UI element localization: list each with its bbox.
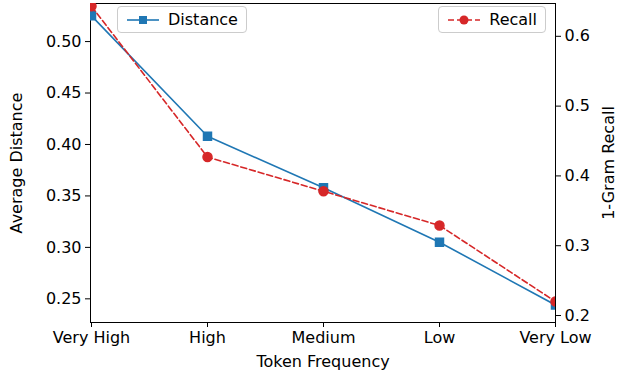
svg-text:0.50: 0.50 (46, 32, 82, 51)
svg-text:Very Low: Very Low (519, 328, 591, 347)
svg-text:Token Frequency: Token Frequency (255, 352, 389, 371)
svg-text:High: High (189, 328, 226, 347)
svg-text:Very High: Very High (53, 328, 130, 347)
svg-text:0.3: 0.3 (565, 236, 590, 255)
svg-text:Medium: Medium (292, 328, 356, 347)
svg-text:0.25: 0.25 (46, 289, 82, 308)
svg-text:0.6: 0.6 (565, 26, 590, 45)
svg-text:Low: Low (424, 328, 456, 347)
svg-text:0.30: 0.30 (46, 238, 82, 257)
svg-text:1-Gram Recall: 1-Gram Recall (599, 106, 618, 220)
html-text:Recall: Recall (489, 10, 537, 29)
svg-text:0.2: 0.2 (565, 306, 590, 325)
svg-text:Average Distance: Average Distance (7, 93, 26, 234)
html-text:Distance: Distance (168, 10, 238, 29)
svg-text:0.40: 0.40 (46, 135, 82, 154)
svg-text:0.4: 0.4 (565, 166, 590, 185)
svg-text:0.45: 0.45 (46, 83, 82, 102)
svg-text:0.35: 0.35 (46, 186, 82, 205)
svg-text:0.5: 0.5 (565, 96, 590, 115)
